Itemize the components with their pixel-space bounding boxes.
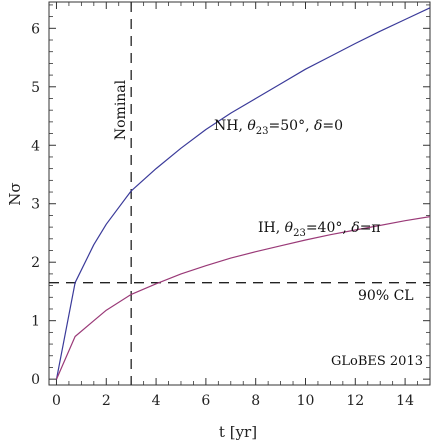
nh-label-delta: δ xyxy=(314,118,322,134)
ticks xyxy=(49,2,431,385)
x-axis-title: t [yr] xyxy=(219,423,257,441)
series-lines xyxy=(55,7,431,380)
ih-series-label: IH, θ23=40°, δ=π xyxy=(258,220,381,239)
x-tick-label: 14 xyxy=(396,393,414,409)
ih-label-part-3: =40°, xyxy=(306,220,351,236)
reference-lines xyxy=(49,2,430,385)
x-tick-label: 12 xyxy=(346,393,364,409)
y-tick-label: 6 xyxy=(31,21,40,37)
ih-label-delta: δ xyxy=(351,220,359,236)
x-tick-label: 4 xyxy=(152,393,161,409)
nh-label-sub: 23 xyxy=(256,126,269,137)
watermark-label: GLoBES 2013 xyxy=(331,354,423,369)
ih-label-sub: 23 xyxy=(293,228,306,239)
y-tick-label: 2 xyxy=(31,255,40,271)
y-tick-label: 5 xyxy=(31,80,40,96)
series-line-ih xyxy=(55,216,431,380)
nh-label-part-5: =0 xyxy=(322,118,343,134)
y-tick-label: 3 xyxy=(31,197,40,213)
x-tick-label: 2 xyxy=(102,393,111,409)
nh-label-theta: θ xyxy=(247,118,256,134)
series-line-nh xyxy=(55,7,431,380)
nh-label-part-0: NH, xyxy=(214,118,247,134)
nh-label-part-3: =50°, xyxy=(269,118,314,134)
nominal-label: Nominal xyxy=(113,79,129,140)
cl-label: 90% CL xyxy=(358,288,414,304)
nh-series-label: NH, θ23=50°, δ=0 xyxy=(214,118,343,137)
x-tick-label: 10 xyxy=(297,393,315,409)
x-tick-label: 0 xyxy=(52,393,61,409)
x-tick-label: 6 xyxy=(201,393,210,409)
ih-label-part-5: =π xyxy=(360,220,381,236)
y-axis-title: Nσ xyxy=(6,182,24,205)
ih-label-theta: θ xyxy=(285,220,294,236)
ih-label-part-0: IH, xyxy=(258,220,285,236)
y-tick-label: 4 xyxy=(31,138,40,154)
plot-frame xyxy=(48,1,431,386)
y-tick-label: 1 xyxy=(31,314,40,330)
x-tick-label: 8 xyxy=(251,393,260,409)
y-tick-label: 0 xyxy=(31,372,40,388)
